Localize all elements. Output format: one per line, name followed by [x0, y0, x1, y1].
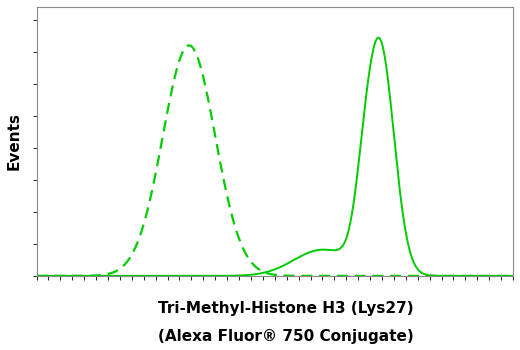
Text: Tri-Methyl-Histone H3 (Lys27): Tri-Methyl-Histone H3 (Lys27)	[158, 301, 414, 315]
Text: (Alexa Fluor® 750 Conjugate): (Alexa Fluor® 750 Conjugate)	[158, 329, 414, 343]
Y-axis label: Events: Events	[7, 112, 22, 170]
